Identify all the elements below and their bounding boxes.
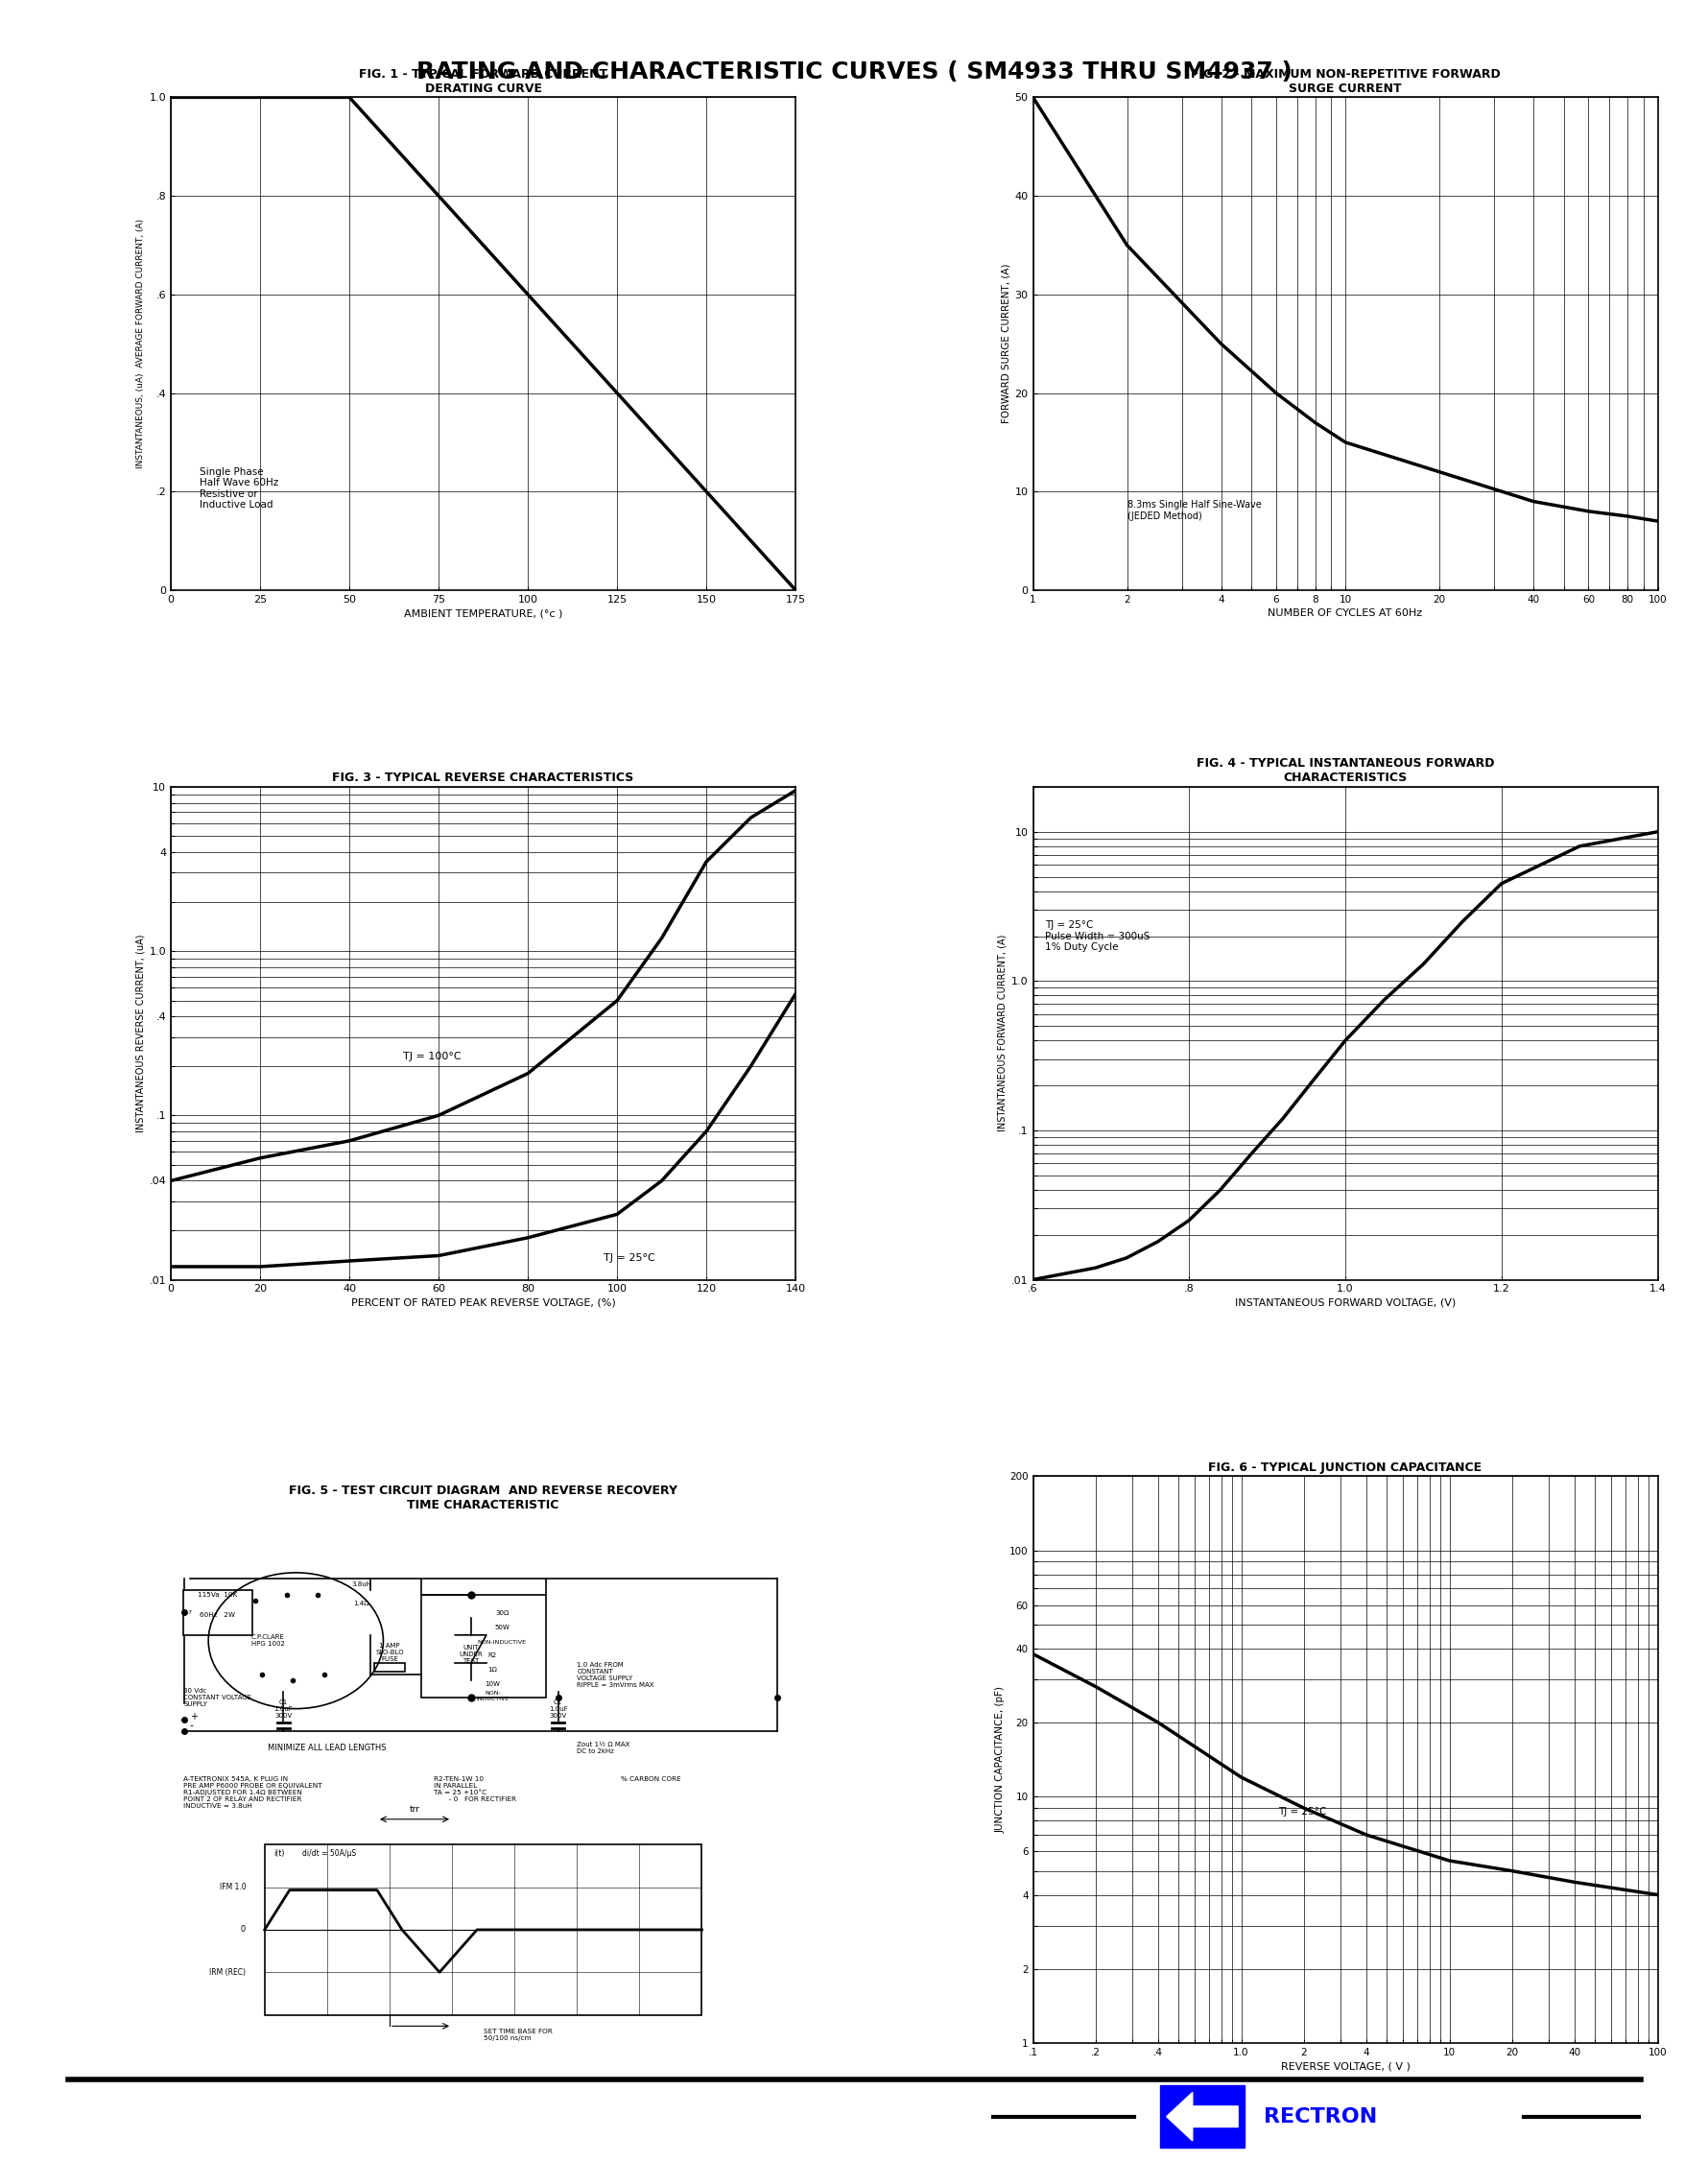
Text: NON-INDUCTIVE: NON-INDUCTIVE <box>477 1639 526 1645</box>
Y-axis label: INSTANTANEOUS, (uA)  AVERAGE FORWARD CURRENT, (A): INSTANTANEOUS, (uA) AVERAGE FORWARD CURR… <box>137 218 145 469</box>
Text: 10W: 10W <box>485 1682 500 1686</box>
Text: 30 Vdc
CONSTANT VOLTAGE
SUPPLY: 30 Vdc CONSTANT VOLTAGE SUPPLY <box>183 1689 251 1708</box>
Bar <box>265 1844 702 2015</box>
Title: FIG. 1 - TYPICAL FORWARD CURRENT
DERATING CURVE: FIG. 1 - TYPICAL FORWARD CURRENT DERATIN… <box>359 67 608 95</box>
Text: IFM 1.0: IFM 1.0 <box>219 1883 246 1892</box>
Text: 1.0 Adc FROM
CONSTANT
VOLTAGE SUPPLY
RIPPLE = 3mVrms MAX: 1.0 Adc FROM CONSTANT VOLTAGE SUPPLY RIP… <box>577 1663 654 1689</box>
Text: C1
1.0uF
300V: C1 1.0uF 300V <box>548 1699 567 1719</box>
Text: UNIT
UNDER
TEST: UNIT UNDER TEST <box>459 1645 482 1665</box>
Polygon shape <box>1167 2093 1237 2140</box>
Text: TJ = 25°C: TJ = 25°C <box>1278 1807 1325 1816</box>
Title: FIG. 6 - TYPICAL JUNCTION CAPACITANCE: FIG. 6 - TYPICAL JUNCTION CAPACITANCE <box>1208 1462 1481 1474</box>
Text: 1 AMP
SLO-BLO
FUSE: 1 AMP SLO-BLO FUSE <box>376 1643 403 1663</box>
Text: SET TIME BASE FOR
50/100 ns/cm: SET TIME BASE FOR 50/100 ns/cm <box>483 2028 552 2041</box>
Text: +: + <box>190 1712 196 1721</box>
Text: 0: 0 <box>241 1926 246 1935</box>
Text: -: - <box>190 1721 193 1730</box>
Text: TJ = 25°C: TJ = 25°C <box>603 1254 654 1263</box>
Title: FIG. 3 - TYPICAL REVERSE CHARACTERISTICS: FIG. 3 - TYPICAL REVERSE CHARACTERISTICS <box>333 772 634 785</box>
Text: 60Hz   2W: 60Hz 2W <box>200 1613 236 1617</box>
Y-axis label: INSTANTANEOUS REVERSE CURRENT, (uA): INSTANTANEOUS REVERSE CURRENT, (uA) <box>135 934 145 1133</box>
Title: FIG. 4 - TYPICAL INSTANTANEOUS FORWARD
CHARACTERISTICS: FIG. 4 - TYPICAL INSTANTANEOUS FORWARD C… <box>1196 757 1493 785</box>
X-axis label: AMBIENT TEMPERATURE, (°c ): AMBIENT TEMPERATURE, (°c ) <box>403 608 562 618</box>
Text: R2-TEN-1W 10
IN PARALLEL
TA = 25 +10°C
       - 0   FOR RECTIFIER: R2-TEN-1W 10 IN PARALLEL TA = 25 +10°C -… <box>434 1777 516 1803</box>
Bar <box>183 1589 253 1634</box>
Text: IRM (REC): IRM (REC) <box>210 1967 246 1976</box>
Bar <box>420 1596 545 1697</box>
X-axis label: INSTANTANEOUS FORWARD VOLTAGE, (V): INSTANTANEOUS FORWARD VOLTAGE, (V) <box>1235 1297 1455 1308</box>
Text: 30Ω: 30Ω <box>495 1611 509 1617</box>
Text: A-TEKTRONIX 545A, K PLUG IN
PRE AMP P6000 PROBE OR EQUIVALENT
R1-ADJUSTED FOR 1.: A-TEKTRONIX 545A, K PLUG IN PRE AMP P600… <box>183 1777 323 1810</box>
Bar <box>374 1663 405 1671</box>
Text: TJ = 25°C
Pulse Width = 300uS
1% Duty Cycle: TJ = 25°C Pulse Width = 300uS 1% Duty Cy… <box>1044 921 1149 951</box>
Text: 1.4Ω: 1.4Ω <box>354 1600 369 1606</box>
Text: MINIMIZE ALL LEAD LENGTHS: MINIMIZE ALL LEAD LENGTHS <box>268 1745 386 1753</box>
Text: 4: 4 <box>321 1671 326 1678</box>
Text: 1Ω: 1Ω <box>487 1667 497 1673</box>
Text: TJ = 100°C: TJ = 100°C <box>403 1051 461 1062</box>
Text: Single Phase
Half Wave 60Hz
Resistive or
Inductive Load: Single Phase Half Wave 60Hz Resistive or… <box>200 467 278 510</box>
Text: NON-
INDUCTIVE: NON- INDUCTIVE <box>477 1691 509 1701</box>
Text: 7: 7 <box>188 1611 191 1615</box>
Text: 6: 6 <box>260 1671 263 1678</box>
Text: 115Va  10K: 115Va 10K <box>198 1593 237 1598</box>
Y-axis label: JUNCTION CAPACITANCE, (pF): JUNCTION CAPACITANCE, (pF) <box>996 1686 1004 1833</box>
Text: 50W: 50W <box>494 1624 509 1630</box>
Y-axis label: INSTANTANEOUS FORWARD CURRENT, (A): INSTANTANEOUS FORWARD CURRENT, (A) <box>997 934 1006 1131</box>
Bar <box>1160 2086 1243 2147</box>
Text: 3.8uH: 3.8uH <box>352 1580 371 1587</box>
Text: 3: 3 <box>316 1593 319 1598</box>
Text: C1
1.0uF
300V: C1 1.0uF 300V <box>273 1699 292 1719</box>
Text: i(t): i(t) <box>273 1849 285 1857</box>
Text: RECTRON: RECTRON <box>1264 2108 1377 2125</box>
Text: R2: R2 <box>488 1654 497 1658</box>
Text: RATING AND CHARACTERISTIC CURVES ( SM4933 THRU SM4937 ): RATING AND CHARACTERISTIC CURVES ( SM493… <box>417 61 1291 84</box>
Text: trr: trr <box>408 1805 420 1814</box>
Title: FIG. 2 - MAXIMUM NON-REPETITIVE FORWARD
SURGE CURRENT: FIG. 2 - MAXIMUM NON-REPETITIVE FORWARD … <box>1190 67 1500 95</box>
Text: % CARBON CORE: % CARBON CORE <box>620 1777 680 1781</box>
Text: 5: 5 <box>290 1678 294 1682</box>
Text: FIG. 5 - TEST CIRCUIT DIAGRAM  AND REVERSE RECOVERY
TIME CHARACTERISTIC: FIG. 5 - TEST CIRCUIT DIAGRAM AND REVERS… <box>289 1485 676 1511</box>
Text: Zout 1½ Ω MAX
DC to 2kHz: Zout 1½ Ω MAX DC to 2kHz <box>577 1743 630 1756</box>
Text: 1: 1 <box>253 1598 256 1604</box>
X-axis label: REVERSE VOLTAGE, ( V ): REVERSE VOLTAGE, ( V ) <box>1279 2060 1409 2071</box>
Text: di/dt = 50A/μS: di/dt = 50A/μS <box>302 1849 355 1857</box>
X-axis label: PERCENT OF RATED PEAK REVERSE VOLTAGE, (%): PERCENT OF RATED PEAK REVERSE VOLTAGE, (… <box>350 1297 615 1308</box>
Text: 2: 2 <box>285 1593 289 1598</box>
Text: 8.3ms Single Half Sine-Wave
(JEDED Method): 8.3ms Single Half Sine-Wave (JEDED Metho… <box>1126 499 1261 521</box>
Text: C.P.CLARE
HPG 1002: C.P.CLARE HPG 1002 <box>251 1634 284 1647</box>
X-axis label: NUMBER OF CYCLES AT 60Hz: NUMBER OF CYCLES AT 60Hz <box>1267 608 1421 618</box>
Y-axis label: FORWARD SURGE CURRENT, (A): FORWARD SURGE CURRENT, (A) <box>1001 264 1009 424</box>
